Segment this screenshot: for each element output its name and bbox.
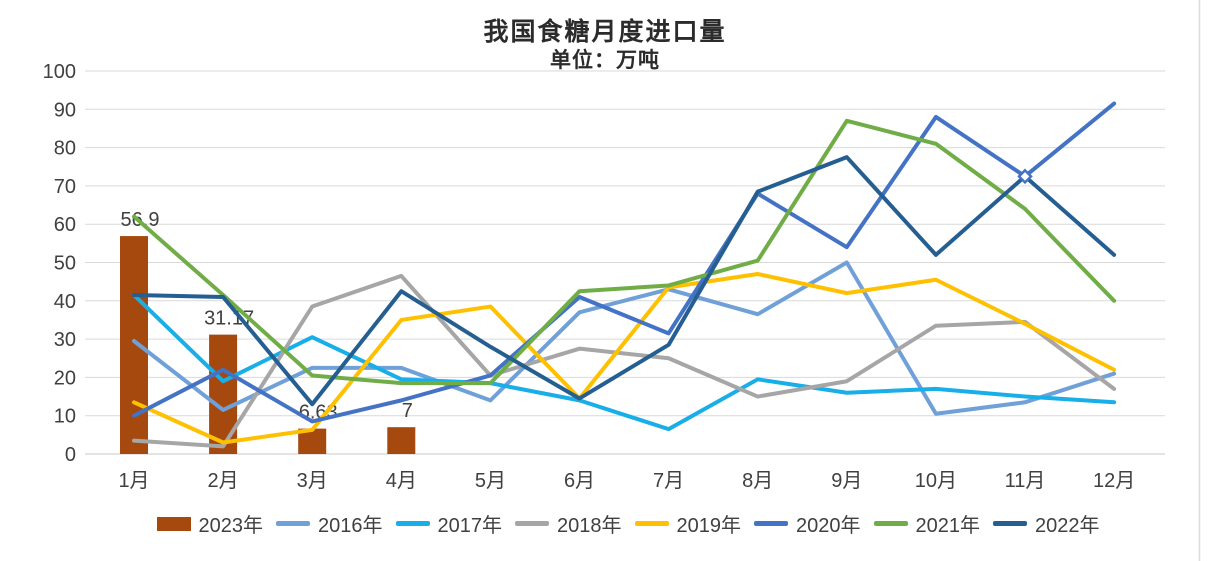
legend-line-swatch <box>754 521 788 526</box>
bar-4月 <box>387 427 416 454</box>
legend-line-swatch <box>634 521 669 526</box>
line-2020年 <box>132 101 1117 424</box>
y-axis-tick-label: 30 <box>54 329 76 351</box>
x-axis-tick-label: 8月 <box>742 470 773 492</box>
bar-data-label: 7 <box>402 400 413 422</box>
x-axis-tick-label: 10月 <box>915 470 957 492</box>
x-axis-tick-label: 4月 <box>386 470 417 492</box>
x-axis-tick-label: 3月 <box>297 470 328 492</box>
legend-label: 2019年 <box>676 515 742 537</box>
legend-label: 2021年 <box>915 515 981 537</box>
legend-line-swatch <box>395 521 430 526</box>
legend-item-2019年: 2019年 <box>634 509 742 538</box>
legend-bar-swatch <box>156 516 191 531</box>
chart-subtitle: 单位：万吨 <box>550 49 660 72</box>
x-axis-tick-label: 9月 <box>831 470 862 492</box>
line-2018年 <box>132 273 1117 449</box>
y-axis-tick-label: 10 <box>54 406 76 428</box>
y-axis-tick-label: 0 <box>65 444 76 466</box>
y-axis-tick-label: 100 <box>43 61 76 83</box>
legend-item-2021年: 2021年 <box>873 509 981 538</box>
diamond-marker <box>1017 168 1033 185</box>
legend-label: 2023年 <box>198 515 264 537</box>
legend-item-2020年: 2020年 <box>754 509 861 538</box>
y-axis-tick-label: 50 <box>54 253 76 275</box>
legend-item-2018年: 2018年 <box>515 509 622 538</box>
legend-item-2022年: 2022年 <box>993 509 1100 538</box>
line-2019年 <box>132 271 1117 445</box>
legend: 2023年 2016年 2017年 2018年 2019年 2020年 2021年 2022年 <box>0 509 1210 538</box>
x-axis-tick-label: 1月 <box>118 470 149 492</box>
legend-item-2023年: 2023年 <box>156 509 264 538</box>
chart-title: 我国食糖月度进口量 <box>483 18 727 46</box>
legend-label: 2018年 <box>557 515 622 537</box>
line-2021年 <box>132 118 1117 386</box>
legend-label: 2017年 <box>437 515 503 537</box>
y-axis-tick-label: 60 <box>54 214 76 236</box>
legend-line-swatch <box>993 521 1027 526</box>
line-2017年 <box>132 293 1117 432</box>
x-axis-tick-label: 5月 <box>475 470 506 492</box>
legend-item-2017年: 2017年 <box>395 509 503 538</box>
legend-label: 2020年 <box>796 515 861 537</box>
legend-label: 2022年 <box>1035 515 1100 537</box>
legend-line-swatch <box>276 521 310 526</box>
x-axis-tick-label: 7月 <box>653 470 684 492</box>
x-axis-tick-label: 11月 <box>1005 470 1046 492</box>
y-axis-tick-label: 80 <box>54 138 76 160</box>
legend-line-swatch <box>515 521 549 526</box>
x-axis-tick-label: 12月 <box>1093 470 1135 492</box>
y-axis-tick-label: 20 <box>54 367 76 389</box>
y-axis-tick-label: 40 <box>54 291 76 313</box>
legend-label: 2016年 <box>318 515 383 537</box>
x-axis-tick-label: 2月 <box>208 470 239 492</box>
legend-item-2016年: 2016年 <box>276 509 383 538</box>
y-axis-tick-label: 90 <box>54 99 76 121</box>
bar-1月 <box>120 236 148 454</box>
x-axis-tick-label: 6月 <box>564 470 595 492</box>
y-axis-tick-label: 70 <box>54 176 76 198</box>
line-2022年 <box>132 155 1117 407</box>
line-2016年 <box>132 260 1117 416</box>
legend-line-swatch <box>873 521 908 526</box>
